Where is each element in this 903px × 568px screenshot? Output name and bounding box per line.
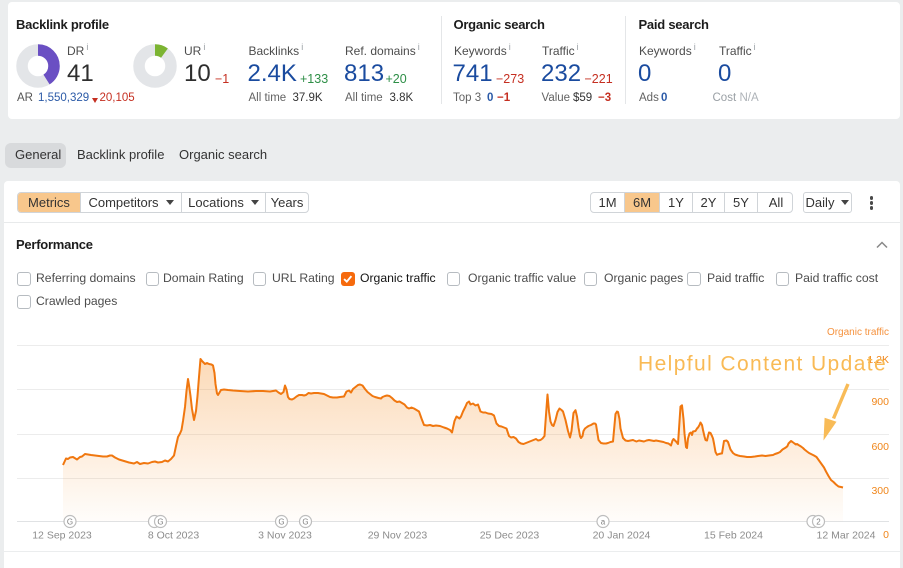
svg-text:0: 0 [883, 529, 889, 541]
svg-text:12 Sep 2023: 12 Sep 2023 [32, 530, 92, 542]
svg-text:15 Feb 2024: 15 Feb 2024 [704, 530, 763, 542]
svg-text:3 Nov 2023: 3 Nov 2023 [258, 530, 312, 542]
svg-text:8 Oct 2023: 8 Oct 2023 [148, 530, 200, 542]
svg-text:G: G [302, 518, 308, 527]
svg-text:29 Nov 2023: 29 Nov 2023 [368, 530, 428, 542]
svg-text:G: G [157, 518, 163, 527]
svg-text:1.2K: 1.2K [867, 354, 889, 366]
svg-text:G: G [67, 518, 73, 527]
svg-text:25 Dec 2023: 25 Dec 2023 [480, 530, 540, 542]
svg-text:12 Mar 2024: 12 Mar 2024 [817, 530, 876, 542]
svg-text:2: 2 [816, 518, 821, 527]
svg-text:600: 600 [871, 441, 889, 453]
svg-text:20 Jan 2024: 20 Jan 2024 [593, 530, 651, 542]
svg-text:Organic traffic: Organic traffic [827, 327, 889, 338]
svg-text:a: a [601, 518, 606, 527]
svg-text:G: G [278, 518, 284, 527]
svg-text:900: 900 [871, 396, 889, 408]
svg-text:Helpful Content Update: Helpful Content Update [638, 353, 887, 376]
svg-text:300: 300 [871, 485, 889, 497]
